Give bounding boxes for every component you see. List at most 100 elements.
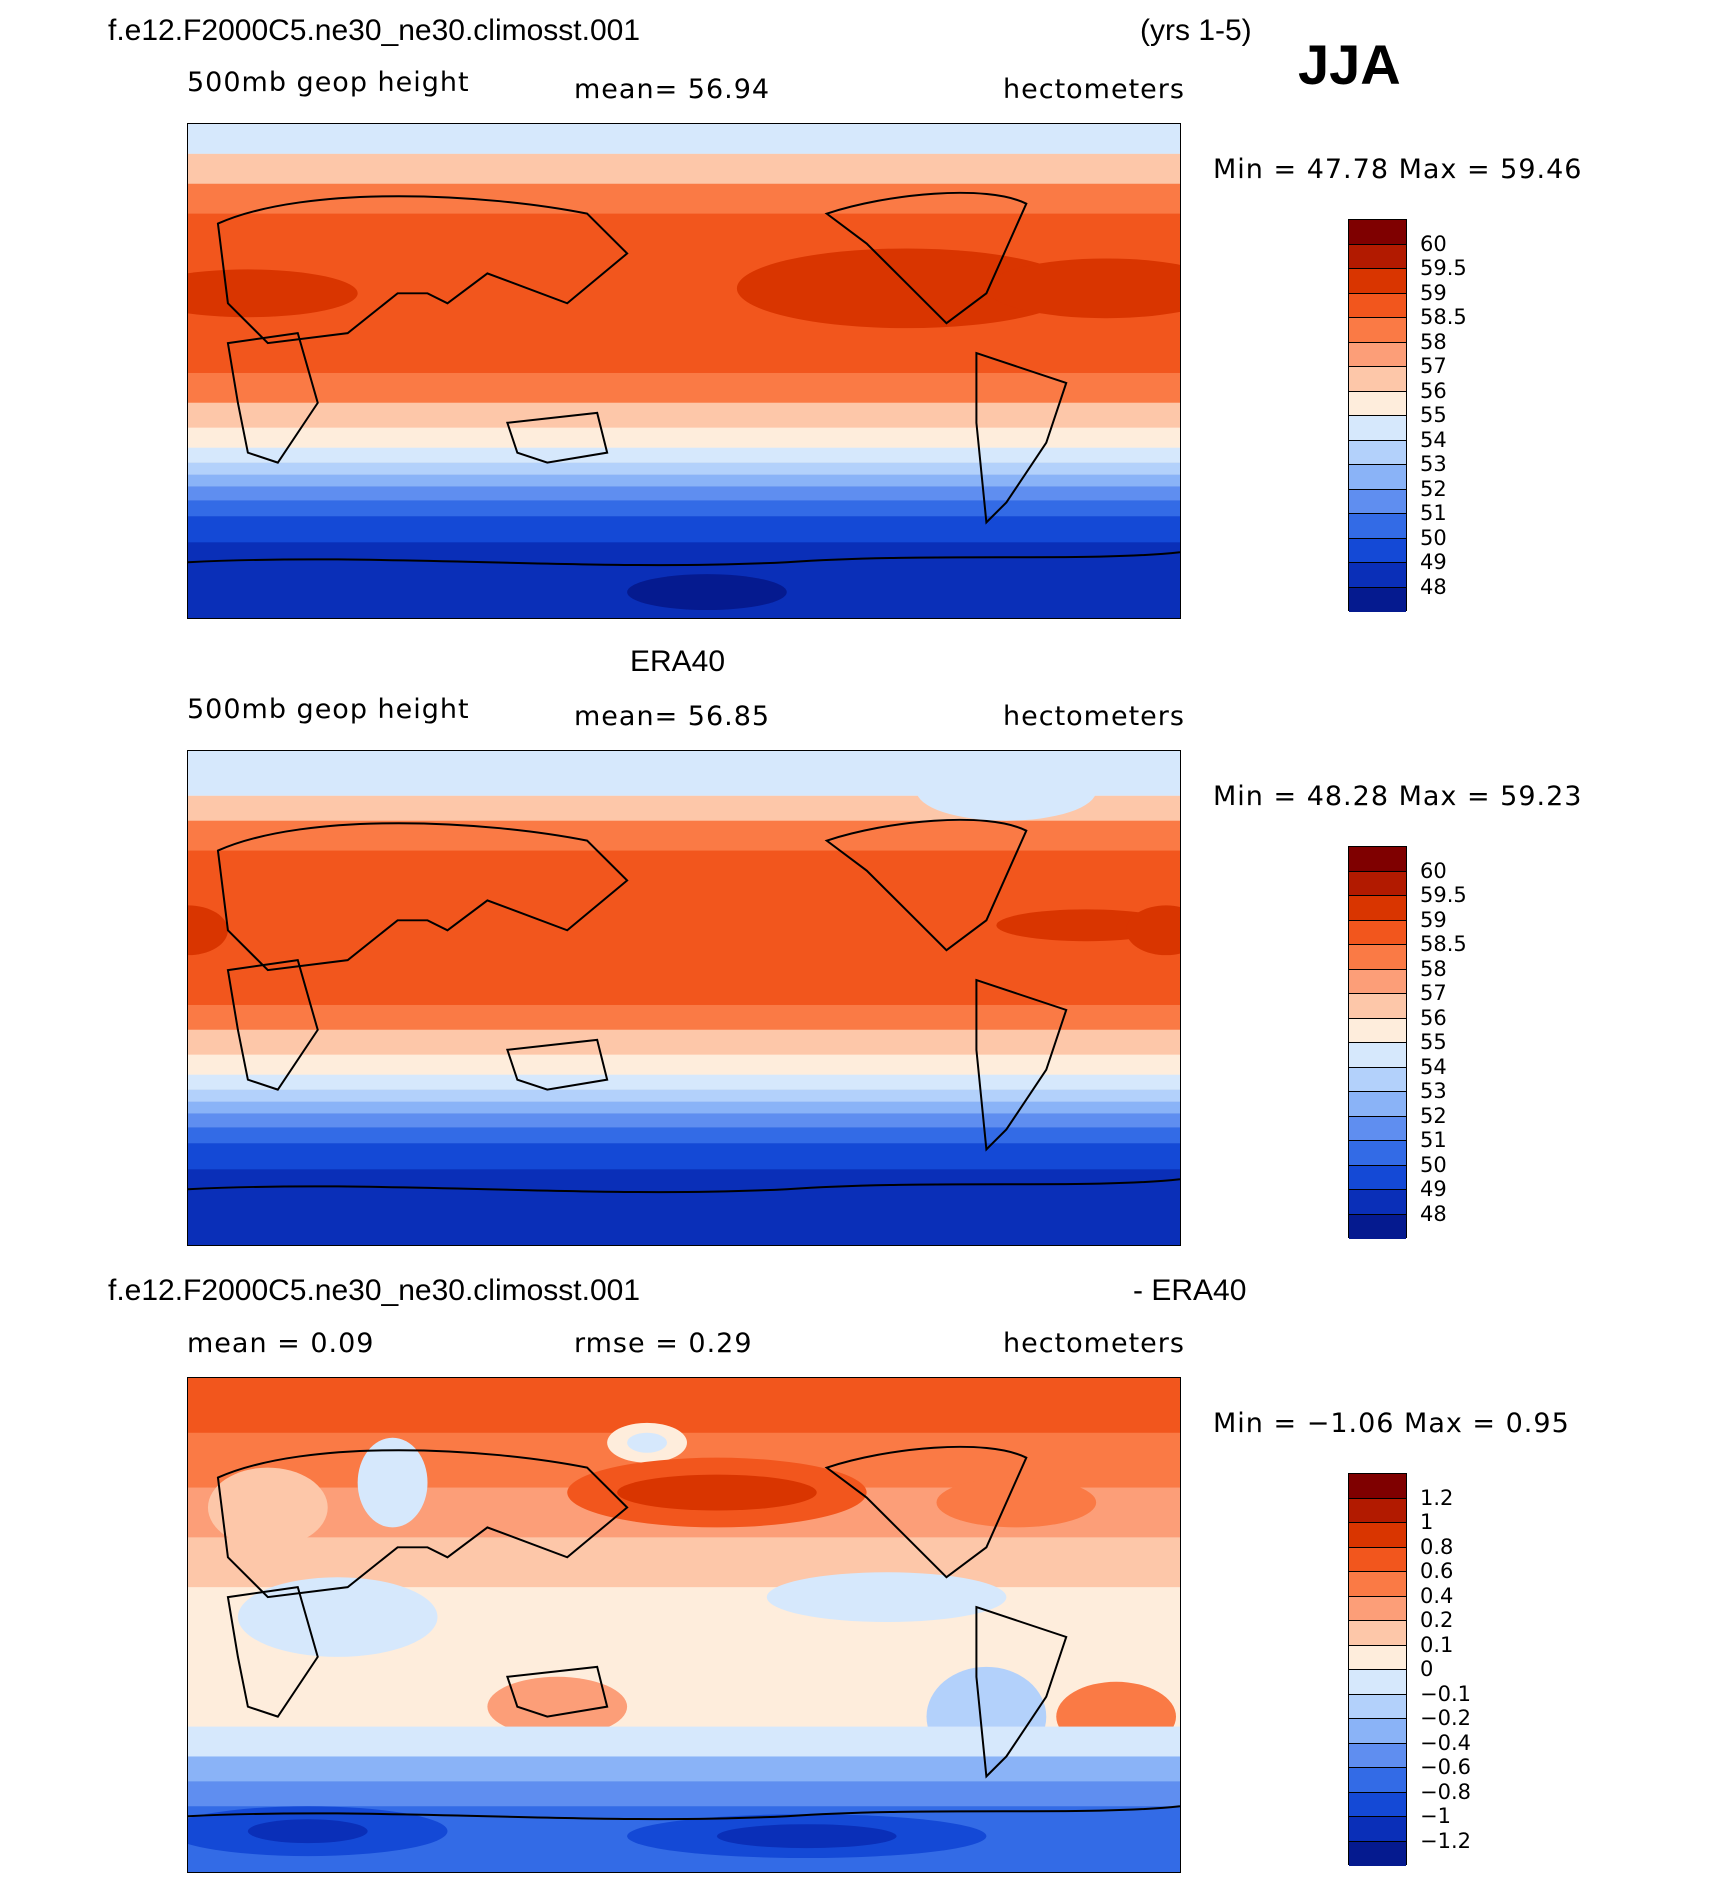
panel3-map bbox=[187, 1377, 1181, 1873]
colorbar-label: 59 bbox=[1420, 907, 1447, 932]
panel2-mean: mean= 56.85 bbox=[574, 701, 771, 732]
colorbar-label: 1 bbox=[1420, 1510, 1434, 1534]
colorbar-box bbox=[1349, 871, 1406, 896]
colorbar-label: 50 bbox=[1420, 1152, 1447, 1177]
colorbar-label: 52 bbox=[1420, 476, 1447, 501]
colorbar-label: 0.6 bbox=[1420, 1559, 1454, 1583]
colorbar-box bbox=[1349, 440, 1406, 465]
colorbar-label: 56 bbox=[1420, 1005, 1447, 1030]
colorbar-box bbox=[1349, 847, 1406, 872]
panel2-minmax: Min = 48.28 Max = 59.23 bbox=[1213, 781, 1583, 812]
colorbar-box bbox=[1349, 1043, 1406, 1068]
colorbar-label: 59 bbox=[1420, 280, 1447, 305]
years-label: (yrs 1-5) bbox=[1140, 14, 1252, 47]
colorbar-box bbox=[1349, 1572, 1406, 1597]
panel2-variable: 500mb geop height bbox=[187, 694, 470, 725]
colorbar-label: 1.2 bbox=[1420, 1485, 1454, 1510]
colorbar-label: −0.6 bbox=[1420, 1755, 1471, 1779]
panel3-minmax: Min = −1.06 Max = 0.95 bbox=[1213, 1408, 1570, 1439]
colorbar-box bbox=[1349, 220, 1406, 245]
colorbar-label: 56 bbox=[1420, 378, 1447, 403]
colorbar-box bbox=[1349, 1067, 1406, 1092]
colorbar-box bbox=[1349, 538, 1406, 563]
colorbar-label: 50 bbox=[1420, 525, 1447, 550]
panel3-colorbar bbox=[1348, 1473, 1407, 1866]
colorbar-label: −1.2 bbox=[1420, 1828, 1471, 1853]
colorbar-box bbox=[1349, 342, 1406, 367]
colorbar-label: 60 bbox=[1420, 231, 1447, 256]
colorbar-label: 51 bbox=[1420, 501, 1447, 525]
colorbar-box bbox=[1349, 1792, 1406, 1817]
panel1-units: hectometers bbox=[1003, 74, 1185, 105]
colorbar-label: −0.2 bbox=[1420, 1706, 1471, 1730]
colorbar-box bbox=[1349, 1141, 1406, 1166]
panel2-map bbox=[187, 750, 1181, 1246]
panel1-colorbar bbox=[1348, 219, 1407, 612]
panel3-title-left: f.e12.F2000C5.ne30_ne30.climosst.001 bbox=[108, 1274, 641, 1307]
panel2-units: hectometers bbox=[1003, 701, 1185, 732]
colorbar-label: 49 bbox=[1420, 550, 1447, 574]
colorbar-label: 58.5 bbox=[1420, 932, 1467, 956]
colorbar-box bbox=[1349, 1474, 1406, 1499]
colorbar-box bbox=[1349, 920, 1406, 945]
colorbar-box bbox=[1349, 1523, 1406, 1548]
panel2-colorbar bbox=[1348, 846, 1407, 1239]
panel1-map bbox=[187, 123, 1181, 619]
panel3-title-right: - ERA40 bbox=[1133, 1274, 1247, 1307]
colorbar-label: 49 bbox=[1420, 1177, 1447, 1201]
panel3-units: hectometers bbox=[1003, 1328, 1185, 1359]
colorbar-label: 55 bbox=[1420, 1030, 1447, 1054]
colorbar-box bbox=[1349, 563, 1406, 588]
colorbar-box bbox=[1349, 1547, 1406, 1572]
colorbar-box bbox=[1349, 1817, 1406, 1842]
colorbar-label: 0.2 bbox=[1420, 1608, 1454, 1632]
colorbar-box bbox=[1349, 1841, 1406, 1866]
colorbar-box bbox=[1349, 514, 1406, 539]
colorbar-box bbox=[1349, 1116, 1406, 1141]
panel1-mean: mean= 56.94 bbox=[574, 74, 771, 105]
colorbar-box bbox=[1349, 896, 1406, 921]
colorbar-box bbox=[1349, 1670, 1406, 1695]
colorbar-box bbox=[1349, 293, 1406, 318]
panel2-title: ERA40 bbox=[630, 645, 726, 678]
panel1-minmax: Min = 47.78 Max = 59.46 bbox=[1213, 154, 1583, 185]
colorbar-box bbox=[1349, 1214, 1406, 1239]
colorbar-box bbox=[1349, 244, 1406, 269]
colorbar-label: 54 bbox=[1420, 427, 1447, 452]
colorbar-box bbox=[1349, 1719, 1406, 1744]
panel3-mean: mean = 0.09 bbox=[187, 1328, 375, 1359]
colorbar-label: 59.5 bbox=[1420, 256, 1467, 280]
colorbar-box bbox=[1349, 1190, 1406, 1215]
case-title: f.e12.F2000C5.ne30_ne30.climosst.001 bbox=[108, 14, 641, 47]
colorbar-label: 58 bbox=[1420, 329, 1447, 354]
colorbar-label: 58.5 bbox=[1420, 305, 1467, 329]
colorbar-box bbox=[1349, 367, 1406, 392]
colorbar-box bbox=[1349, 465, 1406, 490]
colorbar-box bbox=[1349, 1498, 1406, 1523]
colorbar-label: −0.4 bbox=[1420, 1730, 1471, 1755]
colorbar-label: 0.1 bbox=[1420, 1632, 1454, 1657]
colorbar-box bbox=[1349, 994, 1406, 1019]
colorbar-box bbox=[1349, 1694, 1406, 1719]
colorbar-box bbox=[1349, 269, 1406, 294]
colorbar-box bbox=[1349, 1092, 1406, 1117]
colorbar-label: 52 bbox=[1420, 1103, 1447, 1128]
colorbar-label: 58 bbox=[1420, 956, 1447, 981]
colorbar-box bbox=[1349, 1018, 1406, 1043]
colorbar-label: 55 bbox=[1420, 403, 1447, 427]
colorbar-box bbox=[1349, 969, 1406, 994]
colorbar-box bbox=[1349, 1768, 1406, 1793]
colorbar-label: −0.8 bbox=[1420, 1779, 1471, 1804]
colorbar-label: 53 bbox=[1420, 1079, 1447, 1103]
colorbar-label: 57 bbox=[1420, 354, 1447, 378]
colorbar-label: 51 bbox=[1420, 1128, 1447, 1152]
colorbar-label: −0.1 bbox=[1420, 1681, 1471, 1706]
colorbar-box bbox=[1349, 1621, 1406, 1646]
colorbar-label: 0 bbox=[1420, 1657, 1434, 1681]
season-label: JJA bbox=[1298, 33, 1401, 96]
colorbar-box bbox=[1349, 391, 1406, 416]
colorbar-label: 57 bbox=[1420, 981, 1447, 1005]
colorbar-box bbox=[1349, 489, 1406, 514]
colorbar-box bbox=[1349, 1596, 1406, 1621]
colorbar-label: −1 bbox=[1420, 1804, 1451, 1828]
